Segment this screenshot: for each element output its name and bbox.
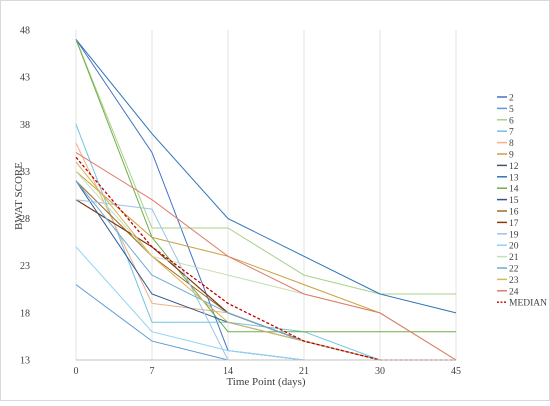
y-tick-label: 18 — [20, 308, 30, 319]
legend-label-17: 17 — [509, 219, 519, 229]
legend-label-22: 22 — [509, 265, 519, 275]
legend-label-9: 9 — [509, 151, 514, 161]
x-tick-label: 0 — [74, 366, 79, 377]
legend-label-13: 13 — [509, 173, 519, 183]
legend-label-median: MEDIAN — [509, 299, 547, 309]
y-tick-label: 38 — [20, 120, 30, 131]
gridlines — [75, 30, 457, 360]
series-line-6 — [75, 39, 456, 295]
y-tick-label: 48 — [20, 26, 30, 37]
legend-label-8: 8 — [509, 139, 514, 149]
legend-label-19: 19 — [509, 230, 519, 240]
x-tick-label: 14 — [223, 366, 233, 377]
legend-label-21: 21 — [509, 253, 519, 263]
y-tick-label: 33 — [20, 167, 30, 178]
y-tick-label: 13 — [20, 356, 30, 367]
series-line-13 — [75, 39, 457, 314]
legend-label-7: 7 — [509, 128, 514, 138]
legend-label-5: 5 — [509, 105, 514, 115]
legend-label-20: 20 — [509, 242, 519, 252]
x-axis-title: Time Point (days) — [226, 376, 305, 388]
legend-label-6: 6 — [509, 116, 514, 126]
x-tick-label: 30 — [375, 366, 385, 377]
series-line-median — [75, 156, 456, 361]
y-tick-label: 43 — [20, 73, 30, 84]
series-line-24 — [75, 152, 457, 361]
legend-label-15: 15 — [509, 196, 519, 206]
legend-label-16: 16 — [509, 208, 519, 218]
y-tick-label: 23 — [20, 261, 30, 272]
legend-label-24: 24 — [509, 287, 519, 297]
legend-label-12: 12 — [509, 162, 519, 172]
legend-label-2: 2 — [509, 94, 514, 104]
y-tick-label: 28 — [20, 214, 30, 225]
x-tick-label: 45 — [451, 366, 461, 377]
axes: 0 7 14 21 30 45 13 18 23 28 33 38 43 48 — [20, 26, 461, 378]
x-tick-label: 7 — [150, 366, 155, 377]
legend-label-14: 14 — [509, 185, 519, 195]
legend-label-23: 23 — [509, 276, 519, 286]
x-tick-label: 21 — [299, 366, 309, 377]
y-axis-title: BWAT SCORE — [13, 162, 25, 230]
